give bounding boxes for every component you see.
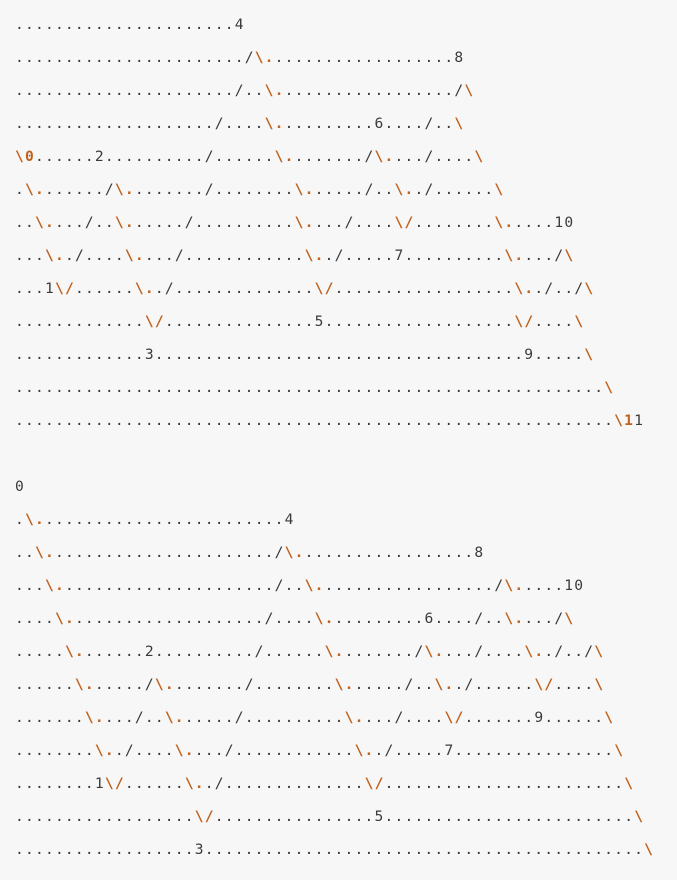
diagram-row: .....\.......2........../......\........… bbox=[15, 643, 605, 660]
diagram-row: ..................\/................5...… bbox=[15, 808, 645, 825]
diagram-row: ........................................… bbox=[15, 379, 615, 396]
diagram-row: .\......./\......../........\....../..\.… bbox=[15, 181, 505, 198]
ascii-diagram-bottom: 0 .\.........................4 ..\........… bbox=[15, 470, 654, 866]
diagram-row: .......\..../..\....../..........\..../.… bbox=[15, 709, 615, 726]
diagram-row: ....\..................../....\.........… bbox=[15, 610, 575, 627]
diagram-row: 0 bbox=[15, 478, 25, 495]
diagram-row: ......................4 bbox=[15, 16, 245, 33]
diagram-row: ......\....../\......../........\....../… bbox=[15, 676, 605, 693]
diagram-row: ..................3.....................… bbox=[15, 841, 655, 858]
diagram-row: .\.........................4 bbox=[15, 511, 295, 528]
diagram-row: ..................../....\..........6...… bbox=[15, 115, 465, 132]
diagram-row: ....................../..\..............… bbox=[15, 82, 475, 99]
diagram-row: ........1\/......\../..............\/...… bbox=[15, 775, 635, 792]
diagram-row: ..\..../..\....../..........\..../....\/… bbox=[15, 214, 575, 231]
diagram-row: ...\../....\..../............\../.....7.… bbox=[15, 247, 575, 264]
diagram-row: ........\../....\..../............\../..… bbox=[15, 742, 625, 759]
diagram-row: ......................./\...............… bbox=[15, 49, 465, 66]
diagram-row: ........................................… bbox=[15, 412, 645, 429]
diagram-row: .............\/...............5.........… bbox=[15, 313, 585, 330]
diagram-row: .............3..........................… bbox=[15, 346, 595, 363]
diagram-row: ..\......................./\............… bbox=[15, 544, 485, 561]
diagram-row: \0......2........../......\......../\...… bbox=[15, 148, 485, 165]
diagram-row: ...1\/......\../..............\/........… bbox=[15, 280, 595, 297]
ascii-diagram-top: ......................4.................… bbox=[15, 8, 644, 437]
diagram-row: ...\....................../..\..........… bbox=[15, 577, 585, 594]
